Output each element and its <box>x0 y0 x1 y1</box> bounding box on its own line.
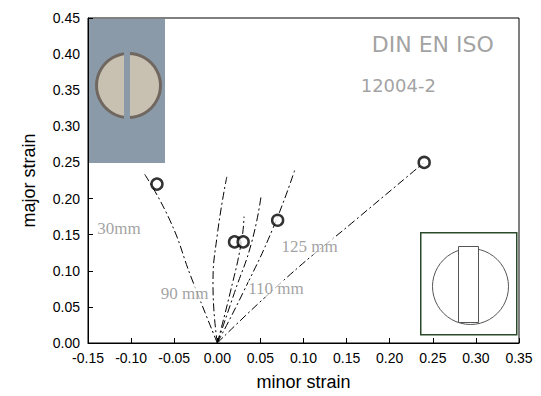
svg-text:90 mm: 90 mm <box>161 284 209 303</box>
svg-text:DIN EN ISO: DIN EN ISO <box>372 32 494 57</box>
svg-text:0.25: 0.25 <box>53 154 80 170</box>
svg-text:0.05: 0.05 <box>53 299 80 315</box>
svg-text:125 mm: 125 mm <box>281 237 337 256</box>
svg-text:0.10: 0.10 <box>290 350 317 366</box>
svg-text:0.15: 0.15 <box>333 350 360 366</box>
svg-text:12004-2: 12004-2 <box>361 75 436 96</box>
svg-text:0.15: 0.15 <box>53 227 80 243</box>
svg-text:0.00: 0.00 <box>53 335 80 351</box>
svg-text:0.35: 0.35 <box>53 82 80 98</box>
svg-text:0.40: 0.40 <box>53 46 80 62</box>
svg-text:0.25: 0.25 <box>419 350 446 366</box>
svg-text:0.35: 0.35 <box>505 350 532 366</box>
svg-text:0.30: 0.30 <box>53 118 80 134</box>
svg-text:major strain: major strain <box>19 133 39 227</box>
svg-text:0.10: 0.10 <box>53 263 80 279</box>
svg-text:0.05: 0.05 <box>247 350 274 366</box>
svg-text:110 mm: 110 mm <box>248 279 304 298</box>
svg-text:minor strain: minor strain <box>256 372 350 392</box>
svg-text:0.45: 0.45 <box>53 10 80 26</box>
svg-text:0.20: 0.20 <box>53 191 80 207</box>
svg-text:0.30: 0.30 <box>462 350 489 366</box>
svg-text:0.00: 0.00 <box>204 350 231 366</box>
svg-text:-0.05: -0.05 <box>158 350 190 366</box>
svg-text:-0.10: -0.10 <box>115 350 147 366</box>
svg-text:0.20: 0.20 <box>376 350 403 366</box>
svg-text:-0.15: -0.15 <box>72 350 104 366</box>
svg-text:30mm: 30mm <box>97 219 140 238</box>
